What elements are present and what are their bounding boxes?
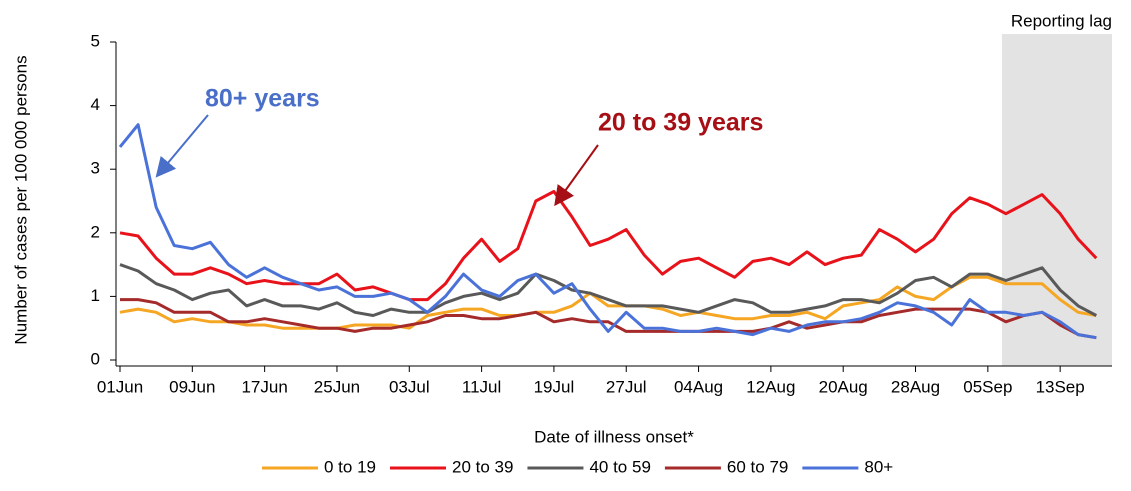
series-line [119,275,1097,330]
legend-label: 40 to 59 [589,457,650,476]
x-tick-label: 27Jul [606,377,647,396]
x-tick-label: 28Aug [891,377,940,396]
series-line [119,190,1098,302]
legend-label: 0 to 19 [324,457,376,476]
y-tick-label: 4 [91,95,100,114]
series-line [118,123,1097,340]
x-tick-label: 17Jun [241,377,287,396]
x-tick-label: 12Aug [746,377,795,396]
x-axis-title: Date of illness onset* [534,427,694,446]
y-tick-label: 1 [91,286,100,305]
x-tick-label: 04Aug [674,377,723,396]
x-tick-label: 11Jul [462,377,501,396]
series-line [120,298,1097,340]
y-tick-label: 3 [91,159,100,178]
x-tick-label: 01Jun [97,377,143,396]
annotation: 80+ years [205,85,320,113]
legend-label: 20 to 39 [452,457,513,476]
x-tick-label: 25Jun [314,377,360,396]
y-tick-label: 2 [91,222,100,241]
shaded-region [1001,34,1112,366]
y-axis-title: Number of cases per 100 000 persons [11,55,30,344]
x-tick-label: 09Jun [169,377,215,396]
annotation-arrow [155,114,209,178]
x-tick-label: 13Sep [1036,377,1085,396]
legend-label: 60 to 79 [727,457,788,476]
shaded-region-label: Reporting lag [1011,11,1112,30]
series-line [119,263,1098,317]
y-tick-label: 0 [91,349,100,368]
annotation-arrow [554,144,599,207]
annotation: 20 to 39 years [598,109,763,137]
legend-label: 80+ [864,457,893,476]
x-tick-label: 20Aug [819,377,868,396]
x-tick-label: 05Sep [963,377,1012,396]
x-tick-label: 19Jul [534,377,575,396]
x-tick-label: 03Jul [389,377,430,396]
y-tick-label: 5 [91,31,100,50]
